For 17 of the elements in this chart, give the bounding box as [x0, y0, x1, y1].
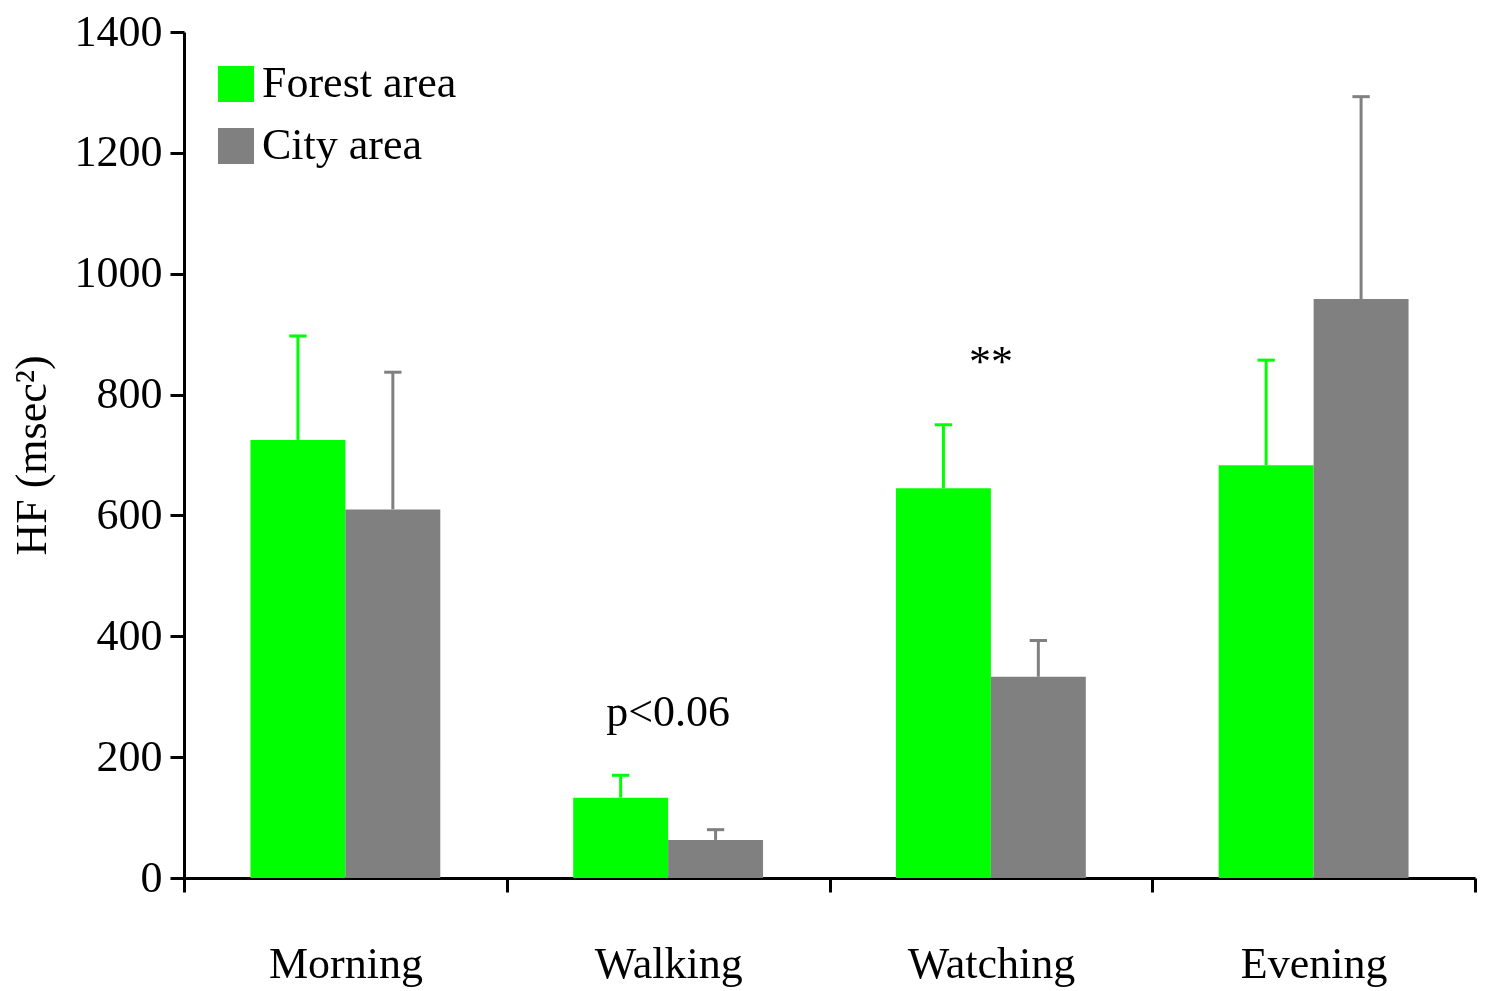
annotation: **: [968, 336, 1013, 386]
y-tick-label: 600: [96, 489, 163, 539]
legend-label: Forest area: [262, 58, 457, 107]
y-tick-label: 200: [96, 731, 163, 781]
y-axis-title: HF (msec²): [6, 355, 56, 556]
y-tick-label: 1000: [74, 248, 163, 298]
x-tick-label: Morning: [268, 938, 423, 988]
x-tick-label: Evening: [1240, 938, 1388, 988]
y-tick-label: 1400: [74, 6, 163, 56]
y-tick-label: 0: [140, 852, 163, 902]
x-tick-label: Watching: [907, 938, 1076, 988]
y-tick-label: 400: [96, 610, 163, 660]
y-tick-label: 1200: [74, 127, 163, 177]
y-tick-label: 800: [96, 369, 163, 419]
legend-label: City area: [262, 120, 423, 169]
x-tick-label: Walking: [594, 938, 743, 988]
annotation: p<0.06: [606, 687, 731, 737]
